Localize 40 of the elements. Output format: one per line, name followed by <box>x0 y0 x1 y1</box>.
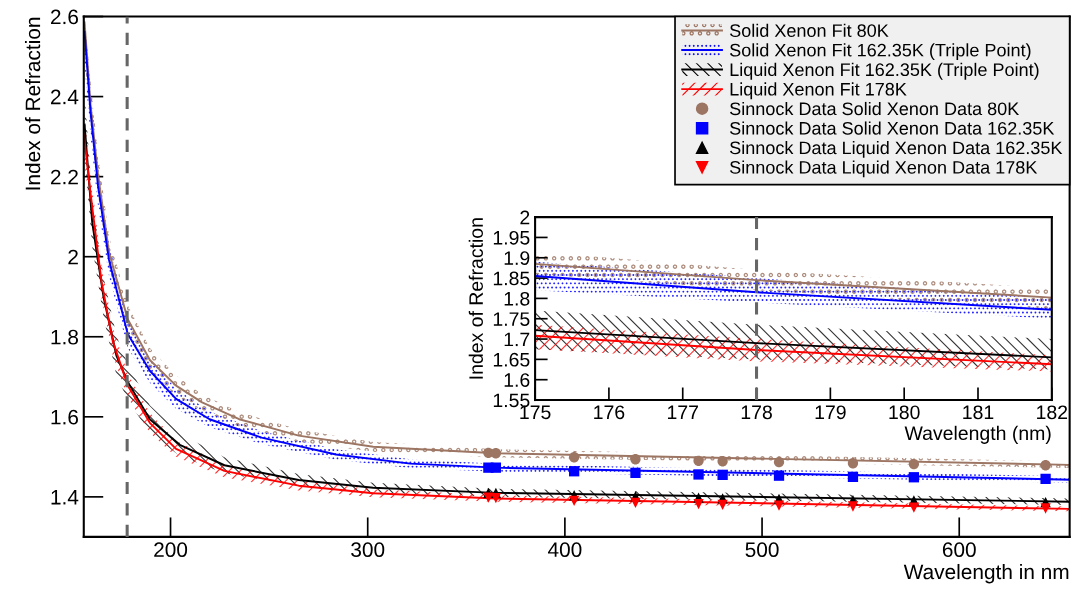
x-tick-label: 178 <box>741 405 772 420</box>
y-tick-label: 2.2 <box>51 169 78 185</box>
y-tick-label: 2.4 <box>51 89 79 105</box>
y-tick-label: 2 <box>520 210 530 225</box>
y-tick-label: 1.95 <box>493 230 530 245</box>
x-tick-label: 181 <box>963 405 994 420</box>
x-tick-label: 179 <box>815 405 846 420</box>
y-tick-label: 1.4 <box>51 490 79 505</box>
legend-label: Sinnock Data Solid Xenon Data 162.35K <box>730 121 1055 135</box>
x-tick-label: 176 <box>594 405 625 420</box>
y-tick-label: 1.7 <box>504 332 530 347</box>
legend-label: Sinnock Data Liquid Xenon Data 162.35K <box>730 140 1063 158</box>
y-tick-label: 1.8 <box>51 329 79 345</box>
x-tick-label: 177 <box>667 405 698 419</box>
y-tick-label: 2 <box>68 249 78 265</box>
x-tick-label: 600 <box>942 542 976 558</box>
y-tick-label: 1.9 <box>504 251 530 265</box>
y-tick-label: 1.8 <box>504 291 530 306</box>
x-tick-label: 500 <box>745 542 779 558</box>
x-tick-label: 400 <box>547 542 582 558</box>
y-axis-title: Index of Refraction <box>468 218 483 379</box>
legend-label: Sinnock Data Liquid Xenon Data 178K <box>730 160 1038 178</box>
x-tick-label: 200 <box>154 542 188 558</box>
y-tick-label: 1.75 <box>493 312 530 326</box>
y-tick-label: 1.65 <box>493 352 530 367</box>
legend-label: Sinnock Data Solid Xenon Data 80K <box>730 101 1020 116</box>
y-axis-title: Index of Refraction <box>24 17 41 190</box>
x-tick-label: 180 <box>889 405 920 420</box>
y-tick-label: 1.6 <box>51 409 78 425</box>
x-axis-title: Wavelength (nm) <box>904 425 1051 444</box>
legend-label: Solid Xenon Fit 162.35K (Triple Point) <box>730 43 1031 61</box>
y-tick-label: 2.6 <box>51 9 78 25</box>
legend-label: Liquid Xenon Fit 162.35K (Triple Point) <box>730 62 1039 80</box>
y-tick-label: 1.6 <box>504 373 530 387</box>
x-tick-label: 182 <box>1037 405 1068 420</box>
legend-label: Liquid Xenon Fit 178K <box>730 82 907 100</box>
y-tick-label: 1.85 <box>493 271 530 286</box>
x-tick-label: 300 <box>351 542 385 558</box>
x-axis-title: Wavelength in nm <box>903 563 1069 584</box>
legend-label: Solid Xenon Fit 80K <box>730 23 889 37</box>
